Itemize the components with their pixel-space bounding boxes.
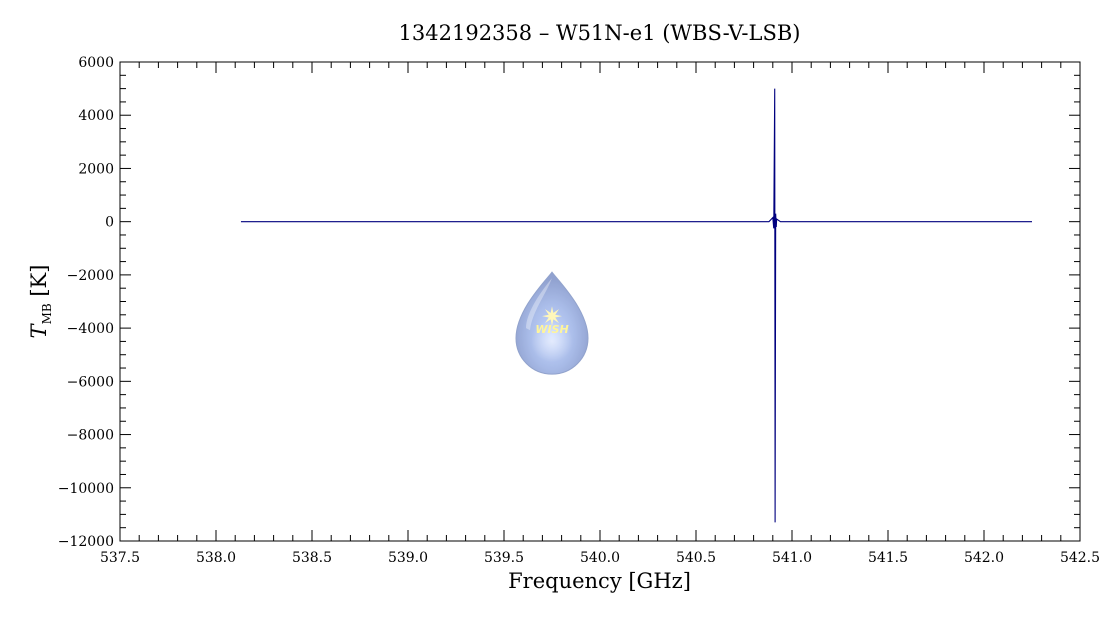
y-axis-title: TMB [K] [27, 265, 54, 339]
wish-logo-text: WISH [535, 323, 568, 336]
x-tick-label: 541.0 [772, 550, 812, 566]
x-tick-label: 537.5 [100, 550, 140, 566]
y-axis-symbol: T [27, 322, 51, 338]
x-tick-label: 542.0 [964, 550, 1004, 566]
chart-title: 1342192358 – W51N-e1 (WBS-V-LSB) [399, 21, 801, 45]
x-axis-ticks [119, 62, 1081, 541]
x-tick-label: 540.0 [580, 550, 620, 566]
x-tick-label: 538.5 [292, 550, 332, 566]
x-tick-label: 542.5 [1060, 550, 1100, 566]
y-axis-subscript: MB [40, 303, 54, 324]
y-tick-label: 2000 [78, 161, 114, 177]
y-tick-label: −12000 [58, 534, 114, 550]
x-tick-label: 539.5 [484, 550, 524, 566]
y-tick-label: 6000 [78, 55, 114, 71]
wish-star-icon [542, 306, 562, 327]
x-axis-title: Frequency [GHz] [508, 569, 691, 593]
wish-logo: WISH [515, 271, 589, 375]
y-tick-label: −8000 [67, 428, 114, 444]
y-tick-label: −2000 [67, 268, 114, 284]
x-axis-tick-labels: 537.5 538.0 538.5 539.0 539.5 540.0 540.5 541.0… [100, 550, 1100, 566]
y-axis-unit: [K] [27, 265, 51, 304]
x-tick-label: 538.0 [196, 550, 236, 566]
plot-frame [119, 61, 1081, 542]
x-tick-label: 539.0 [388, 550, 428, 566]
y-tick-label: −6000 [67, 374, 114, 390]
y-axis-ticks [120, 61, 1080, 542]
y-axis-tick-labels: −12000 −10000 −8000 −6000 −4000 −2000 0 2000 400… [58, 55, 114, 550]
y-tick-label: −10000 [58, 481, 114, 497]
spectrum-series-line [240, 88, 1032, 523]
y-tick-label: 0 [105, 215, 114, 231]
wish-glow [522, 304, 582, 365]
x-tick-label: 541.5 [868, 550, 908, 566]
y-tick-label: 4000 [78, 108, 114, 124]
y-tick-label: −4000 [67, 321, 114, 337]
x-tick-label: 540.5 [676, 550, 716, 566]
